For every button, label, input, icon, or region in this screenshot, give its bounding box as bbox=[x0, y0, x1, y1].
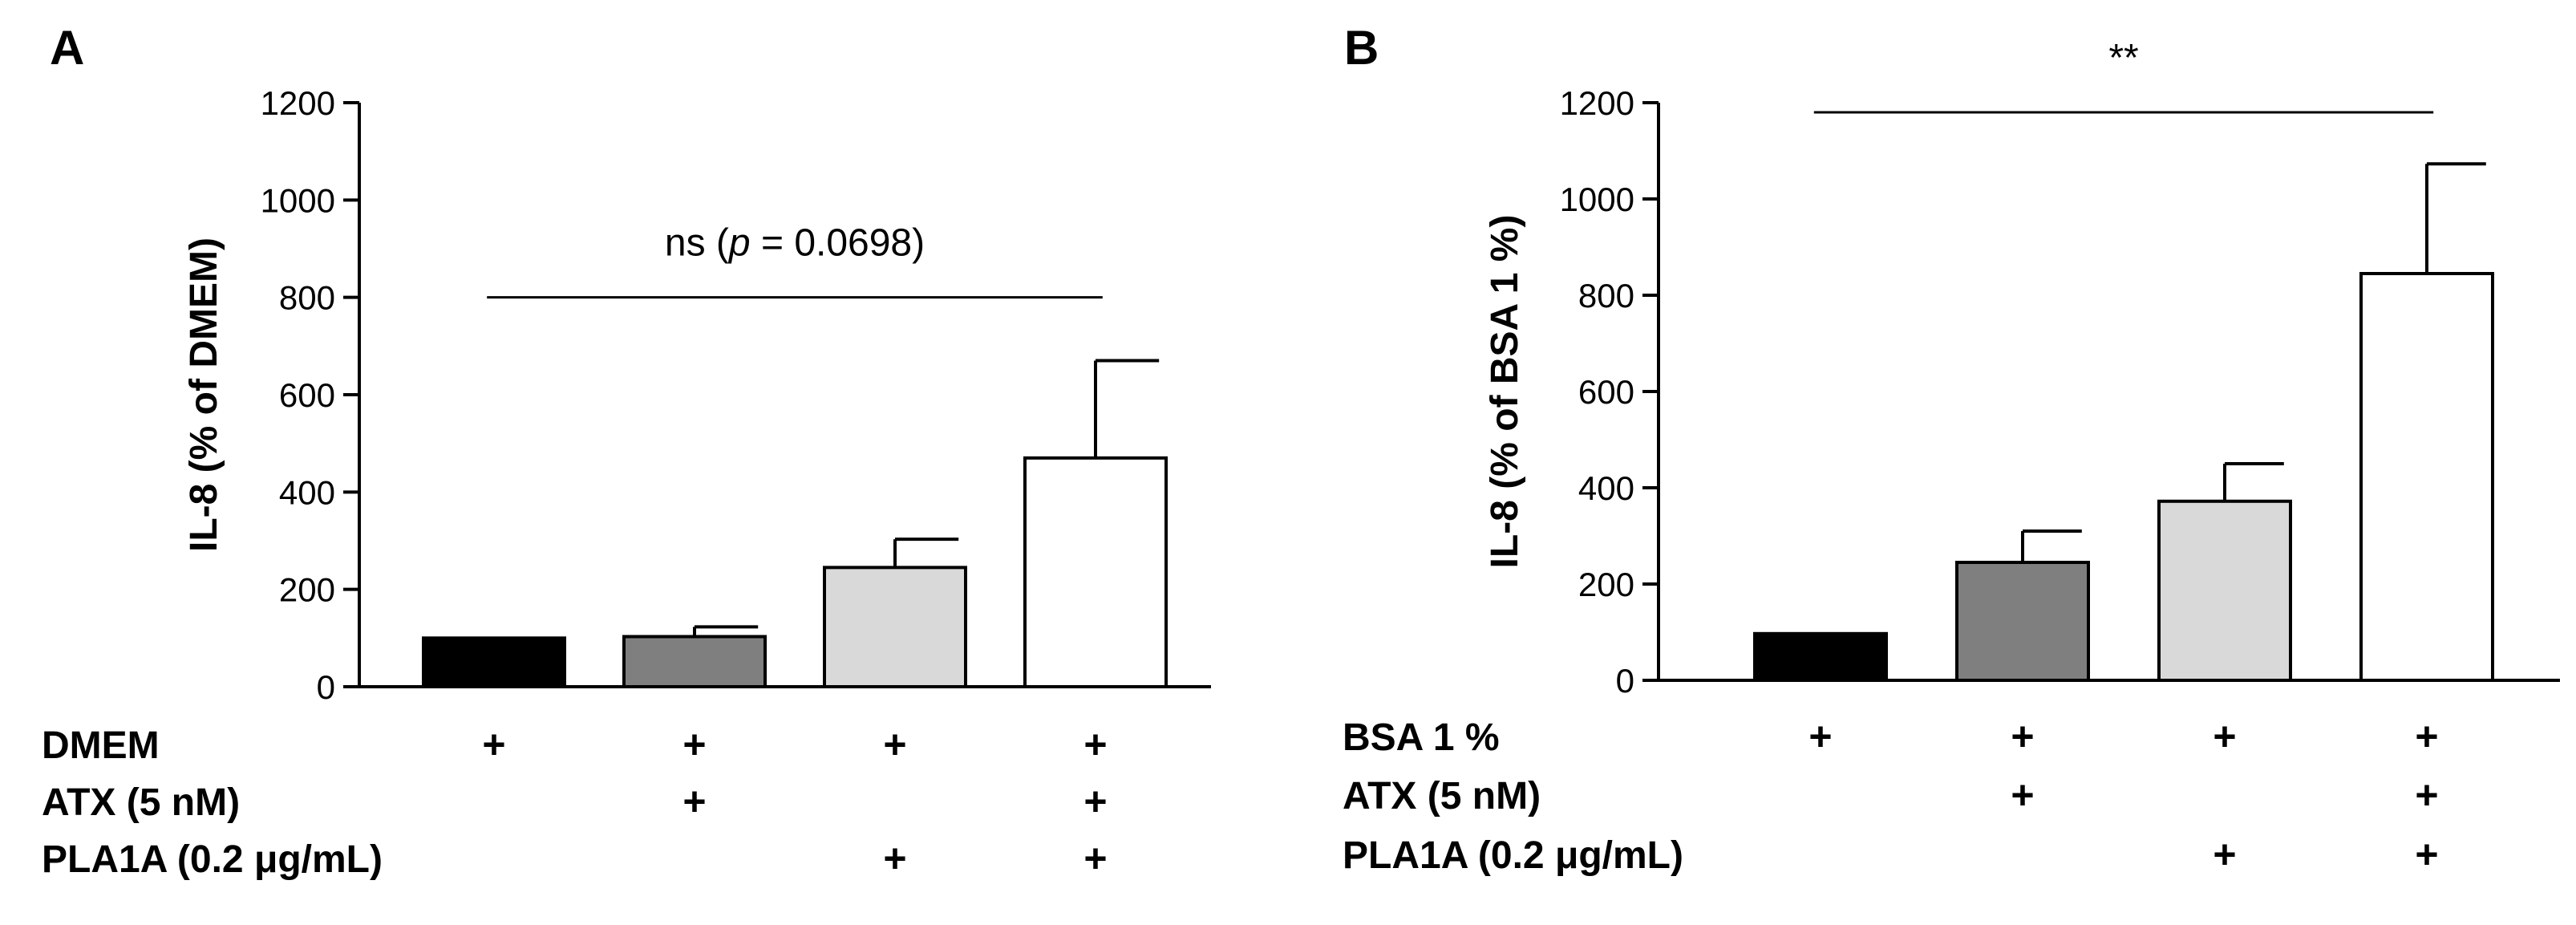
treatment-row-label: ATX (5 nM) bbox=[42, 781, 240, 824]
panel-a: A 0 200 400 600 800 1000 1200 IL-8 (% of DMEM) DM… bbox=[42, 21, 1211, 881]
y-tick-label: 0 bbox=[1616, 662, 1634, 700]
treatment-mark: + bbox=[2213, 832, 2236, 877]
significance-prefix: ns ( bbox=[665, 222, 729, 265]
y-tick-label: 800 bbox=[279, 279, 335, 317]
treatment-mark: + bbox=[2011, 773, 2034, 817]
significance-suffix: = 0.0698) bbox=[751, 222, 925, 265]
y-tick-label: 200 bbox=[279, 571, 335, 609]
treatment-mark: + bbox=[682, 722, 706, 767]
treatment-row-label: ATX (5 nM) bbox=[1343, 775, 1541, 817]
bar bbox=[823, 566, 967, 688]
y-axis-label: IL-8 (% of DMEM) bbox=[183, 237, 225, 552]
y-tick-label: 800 bbox=[1578, 277, 1634, 314]
treatment-mark: + bbox=[682, 779, 706, 824]
treatment-mark: + bbox=[2011, 714, 2034, 759]
bar bbox=[1955, 561, 2090, 682]
y-tick-label: 1000 bbox=[261, 181, 335, 219]
treatment-mark: + bbox=[2213, 714, 2236, 759]
treatment-mark: + bbox=[1083, 722, 1107, 767]
treatment-mark: + bbox=[1083, 836, 1107, 881]
significance-prefix: ** bbox=[2108, 37, 2138, 79]
treatment-mark: + bbox=[2415, 773, 2438, 817]
y-tick-label: 400 bbox=[1578, 469, 1634, 507]
treatment-mark: + bbox=[2415, 832, 2438, 877]
treatment-mark: + bbox=[482, 722, 505, 767]
treatment-mark: + bbox=[1083, 779, 1107, 824]
treatment-mark: + bbox=[2415, 714, 2438, 759]
bar bbox=[2359, 272, 2494, 682]
treatment-mark: + bbox=[1808, 714, 1832, 759]
treatment-mark: + bbox=[883, 836, 906, 881]
bar bbox=[2157, 499, 2292, 682]
treatment-row-label: PLA1A (0.2 μg/mL) bbox=[42, 838, 383, 881]
bar bbox=[1753, 631, 1888, 682]
y-axis-label: IL-8 (% of BSA 1 %) bbox=[1484, 215, 1526, 569]
significance-p-symbol: p bbox=[727, 222, 751, 265]
panel-b: B 0 200 400 600 800 1000 1200 IL-8 (% of BSA 1 %… bbox=[1343, 21, 2560, 877]
y-tick-label: 600 bbox=[1578, 373, 1634, 411]
y-tick-label: 1200 bbox=[261, 84, 335, 122]
panel-letter: B bbox=[1344, 21, 1379, 75]
y-tick-label: 600 bbox=[279, 376, 335, 414]
significance-label: ns (p = 0.0698) bbox=[665, 222, 925, 265]
y-tick-label: 400 bbox=[279, 473, 335, 511]
treatment-row-label: PLA1A (0.2 μg/mL) bbox=[1343, 834, 1683, 877]
significance-label: ** bbox=[2108, 37, 2138, 79]
y-tick-label: 1200 bbox=[1560, 84, 1634, 122]
bar bbox=[1023, 456, 1168, 688]
y-tick-label: 0 bbox=[317, 668, 335, 706]
treatment-row-label: BSA 1 % bbox=[1343, 716, 1500, 759]
bar bbox=[422, 636, 566, 688]
treatment-row-label: DMEM bbox=[42, 724, 160, 767]
panel-letter: A bbox=[50, 21, 84, 75]
y-tick-label: 200 bbox=[1578, 566, 1634, 603]
treatment-mark: + bbox=[883, 722, 906, 767]
y-tick-label: 1000 bbox=[1560, 181, 1634, 218]
bar bbox=[622, 635, 767, 688]
